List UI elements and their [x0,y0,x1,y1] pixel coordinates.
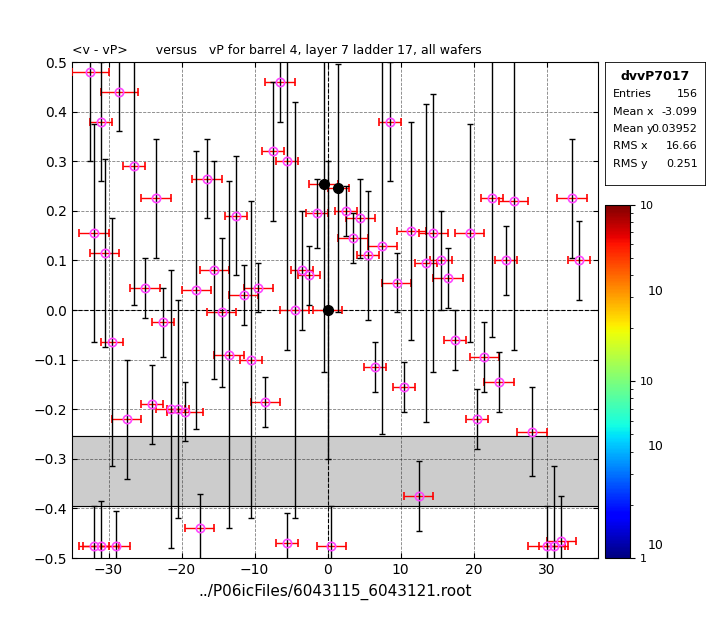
Text: 0.251: 0.251 [666,159,698,169]
Text: Mean x: Mean x [613,107,654,117]
Text: -3.099: -3.099 [662,107,698,117]
Text: 10: 10 [648,440,664,453]
Text: 16.66: 16.66 [666,141,698,151]
Text: 156: 156 [677,89,698,99]
Text: <v - vP>       versus   vP for barrel 4, layer 7 ladder 17, all wafers: <v - vP> versus vP for barrel 4, layer 7… [72,43,482,56]
Text: 0.03952: 0.03952 [652,124,698,134]
Text: RMS y: RMS y [613,159,647,169]
Text: 10: 10 [648,539,664,552]
Text: RMS x: RMS x [613,141,647,151]
X-axis label: ../P06icFiles/6043115_6043121.root: ../P06icFiles/6043115_6043121.root [198,584,472,600]
Text: Entries: Entries [613,89,652,99]
Text: 10: 10 [648,285,664,298]
FancyBboxPatch shape [605,62,706,186]
Text: dvvP7017: dvvP7017 [621,71,690,83]
Text: Mean y: Mean y [613,124,654,134]
Bar [72,436,598,506]
